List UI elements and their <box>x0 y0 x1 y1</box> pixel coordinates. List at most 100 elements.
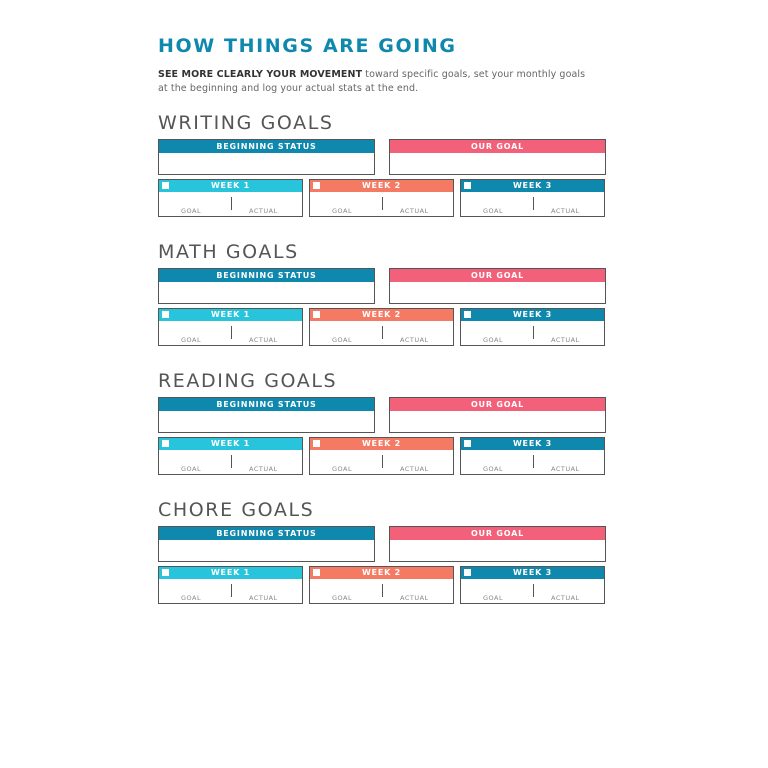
beginning-status-label: BEGINNING STATUS <box>159 527 374 540</box>
divider <box>231 326 232 339</box>
section-title: WRITING GOALS <box>158 112 334 134</box>
week-3-box[interactable]: WEEK 3 GOAL ACTUAL <box>460 566 605 604</box>
week-1-checkbox[interactable] <box>162 182 169 189</box>
week-1-header: WEEK 1 <box>159 180 302 192</box>
week-2-label: WEEK 2 <box>361 568 402 577</box>
divider <box>382 455 383 468</box>
week-3-checkbox[interactable] <box>464 182 471 189</box>
goal-label: GOAL <box>181 207 202 215</box>
beginning-status-box[interactable]: BEGINNING STATUS <box>158 397 375 433</box>
week-3-box[interactable]: WEEK 3 GOAL ACTUAL <box>460 179 605 217</box>
week-2-label: WEEK 2 <box>361 310 402 319</box>
goal-label: GOAL <box>483 336 504 344</box>
beginning-status-label: BEGINNING STATUS <box>159 398 374 411</box>
actual-label: ACTUAL <box>400 207 429 215</box>
section-title: MATH GOALS <box>158 241 299 263</box>
goal-section-1: WRITING GOALS BEGINNING STATUS OUR GOAL … <box>158 113 606 219</box>
page-title: HOW THINGS ARE GOING <box>158 35 457 57</box>
intro-rest: toward specific goals, set your monthly … <box>362 69 586 80</box>
divider <box>533 326 534 339</box>
week-1-label: WEEK 1 <box>210 181 251 190</box>
goal-label: GOAL <box>332 207 353 215</box>
week-2-box[interactable]: WEEK 2 GOAL ACTUAL <box>309 566 454 604</box>
goal-label: GOAL <box>181 465 202 473</box>
status-row: BEGINNING STATUS OUR GOAL <box>158 526 606 566</box>
weeks-row: WEEK 1 GOAL ACTUAL WEEK 2 GOAL ACTUAL WE… <box>158 566 606 606</box>
weeks-row: WEEK 1 GOAL ACTUAL WEEK 2 GOAL ACTUAL WE… <box>158 179 606 219</box>
goal-label: GOAL <box>181 594 202 602</box>
week-2-header: WEEK 2 <box>310 180 453 192</box>
weeks-row: WEEK 1 GOAL ACTUAL WEEK 2 GOAL ACTUAL WE… <box>158 437 606 477</box>
week-2-checkbox[interactable] <box>313 440 320 447</box>
goal-label: GOAL <box>332 594 353 602</box>
our-goal-box[interactable]: OUR GOAL <box>389 526 606 562</box>
actual-label: ACTUAL <box>551 336 580 344</box>
beginning-status-label: BEGINNING STATUS <box>159 140 374 153</box>
actual-label: ACTUAL <box>400 594 429 602</box>
our-goal-box[interactable]: OUR GOAL <box>389 397 606 433</box>
week-2-checkbox[interactable] <box>313 182 320 189</box>
goal-label: GOAL <box>483 465 504 473</box>
week-2-box[interactable]: WEEK 2 GOAL ACTUAL <box>309 437 454 475</box>
week-1-checkbox[interactable] <box>162 311 169 318</box>
beginning-status-box[interactable]: BEGINNING STATUS <box>158 139 375 175</box>
actual-label: ACTUAL <box>551 465 580 473</box>
week-3-header: WEEK 3 <box>461 438 604 450</box>
actual-label: ACTUAL <box>400 336 429 344</box>
week-3-box[interactable]: WEEK 3 GOAL ACTUAL <box>460 437 605 475</box>
week-3-checkbox[interactable] <box>464 569 471 576</box>
week-1-box[interactable]: WEEK 1 GOAL ACTUAL <box>158 308 303 346</box>
our-goal-label: OUR GOAL <box>390 269 605 282</box>
beginning-status-box[interactable]: BEGINNING STATUS <box>158 526 375 562</box>
week-3-box[interactable]: WEEK 3 GOAL ACTUAL <box>460 308 605 346</box>
week-1-checkbox[interactable] <box>162 440 169 447</box>
actual-label: ACTUAL <box>551 594 580 602</box>
week-1-box[interactable]: WEEK 1 GOAL ACTUAL <box>158 179 303 217</box>
beginning-status-box[interactable]: BEGINNING STATUS <box>158 268 375 304</box>
week-3-header: WEEK 3 <box>461 309 604 321</box>
status-row: BEGINNING STATUS OUR GOAL <box>158 268 606 308</box>
intro-bold: SEE MORE CLEARLY YOUR MOVEMENT <box>158 69 363 80</box>
week-3-label: WEEK 3 <box>512 568 553 577</box>
actual-label: ACTUAL <box>249 594 278 602</box>
week-2-header: WEEK 2 <box>310 309 453 321</box>
goal-label: GOAL <box>181 336 202 344</box>
divider <box>382 584 383 597</box>
goal-section-4: CHORE GOALS BEGINNING STATUS OUR GOAL WE… <box>158 500 606 606</box>
our-goal-box[interactable]: OUR GOAL <box>389 139 606 175</box>
week-2-box[interactable]: WEEK 2 GOAL ACTUAL <box>309 308 454 346</box>
divider <box>382 326 383 339</box>
divider <box>533 197 534 210</box>
status-row: BEGINNING STATUS OUR GOAL <box>158 397 606 437</box>
week-1-checkbox[interactable] <box>162 569 169 576</box>
actual-label: ACTUAL <box>249 207 278 215</box>
worksheet-page: HOW THINGS ARE GOING SEE MORE CLEARLY YO… <box>158 30 606 96</box>
our-goal-label: OUR GOAL <box>390 398 605 411</box>
week-2-box[interactable]: WEEK 2 GOAL ACTUAL <box>309 179 454 217</box>
our-goal-box[interactable]: OUR GOAL <box>389 268 606 304</box>
divider <box>231 455 232 468</box>
week-3-checkbox[interactable] <box>464 440 471 447</box>
week-2-checkbox[interactable] <box>313 311 320 318</box>
actual-label: ACTUAL <box>249 465 278 473</box>
actual-label: ACTUAL <box>400 465 429 473</box>
week-3-label: WEEK 3 <box>512 181 553 190</box>
section-title: READING GOALS <box>158 370 338 392</box>
week-1-header: WEEK 1 <box>159 438 302 450</box>
our-goal-label: OUR GOAL <box>390 527 605 540</box>
week-3-checkbox[interactable] <box>464 311 471 318</box>
actual-label: ACTUAL <box>551 207 580 215</box>
week-1-box[interactable]: WEEK 1 GOAL ACTUAL <box>158 566 303 604</box>
intro-text: SEE MORE CLEARLY YOUR MOVEMENT toward sp… <box>158 68 606 96</box>
week-2-checkbox[interactable] <box>313 569 320 576</box>
week-1-label: WEEK 1 <box>210 439 251 448</box>
goal-label: GOAL <box>332 465 353 473</box>
intro-line-2: at the beginning and log your actual sta… <box>158 83 419 94</box>
our-goal-label: OUR GOAL <box>390 140 605 153</box>
week-1-box[interactable]: WEEK 1 GOAL ACTUAL <box>158 437 303 475</box>
weeks-row: WEEK 1 GOAL ACTUAL WEEK 2 GOAL ACTUAL WE… <box>158 308 606 348</box>
status-row: BEGINNING STATUS OUR GOAL <box>158 139 606 179</box>
week-2-header: WEEK 2 <box>310 567 453 579</box>
goal-label: GOAL <box>483 594 504 602</box>
week-3-header: WEEK 3 <box>461 567 604 579</box>
